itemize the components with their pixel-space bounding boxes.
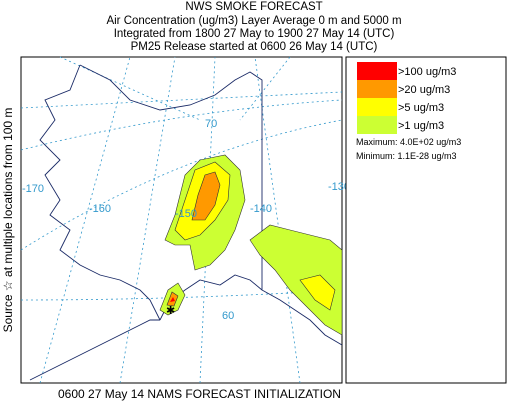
legend-label: >1 ug/m3 — [398, 120, 444, 132]
footer: 0600 27 May 14 NAMS FORECAST INITIALIZAT… — [58, 387, 341, 401]
graticule-label: -150 — [175, 208, 197, 220]
map: ✱ 70 -170 -160 -150 -140 -130 60 — [20, 56, 350, 384]
legend-swatch — [357, 116, 397, 134]
legend-swatch — [357, 80, 397, 98]
graticule-label: -130 — [328, 181, 350, 193]
source-marker: ✱ — [166, 305, 175, 317]
title: NWS SMOKE FORECAST — [185, 1, 322, 13]
subtitle: Integrated from 1800 27 May to 1900 27 M… — [114, 28, 395, 40]
legend-label: >20 ug/m3 — [398, 84, 450, 96]
legend: Maximum: 4.0E+02 ug/m3 Minimum: 1.1E-28 … — [345, 56, 507, 384]
smoke-plume: ✱ — [159, 154, 343, 336]
maximum: Maximum: 4.0E+02 ug/m3 — [356, 137, 461, 147]
legend-swatch — [357, 98, 397, 116]
graticule-label: -170 — [22, 183, 44, 195]
graticule-label: -140 — [250, 203, 272, 215]
source-label: Source ☆ at multiple locations from 100 … — [1, 108, 15, 333]
subtitle: PM25 Release started at 0600 26 May 14 (… — [131, 41, 378, 53]
graticule-label: 60 — [222, 310, 234, 322]
subtitle: Air Concentration (ug/m3) Layer Average … — [106, 15, 401, 27]
graticule-label: 70 — [205, 118, 217, 130]
minimum: Minimum: 1.1E-28 ug/m3 — [356, 151, 457, 161]
legend-swatch — [357, 62, 397, 80]
graticule — [20, 56, 343, 384]
graticule-label: -160 — [89, 203, 111, 215]
coastline — [29, 64, 343, 381]
legend-label: >5 ug/m3 — [398, 102, 444, 114]
legend-label: >100 ug/m3 — [398, 66, 456, 78]
